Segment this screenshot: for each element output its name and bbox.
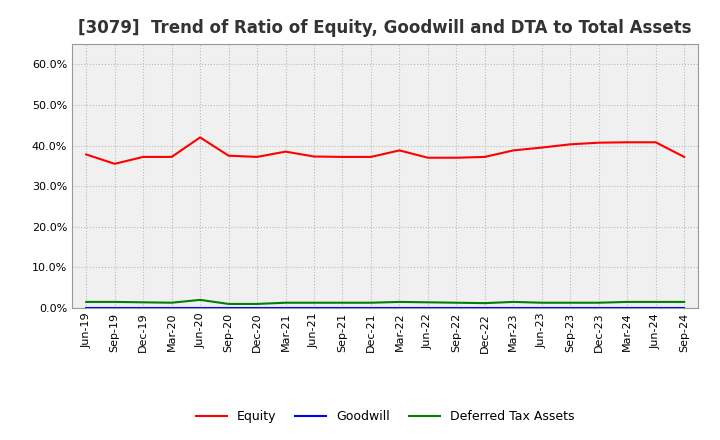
Goodwill — [423, 305, 432, 311]
Goodwill — [167, 305, 176, 311]
Equity — [509, 148, 518, 153]
Deferred Tax Assets — [537, 300, 546, 305]
Goodwill — [623, 305, 631, 311]
Equity — [338, 154, 347, 160]
Deferred Tax Assets — [282, 300, 290, 305]
Deferred Tax Assets — [196, 297, 204, 303]
Equity — [395, 148, 404, 153]
Equity — [282, 149, 290, 154]
Goodwill — [537, 305, 546, 311]
Goodwill — [452, 305, 461, 311]
Goodwill — [225, 305, 233, 311]
Deferred Tax Assets — [509, 299, 518, 304]
Equity — [225, 153, 233, 158]
Deferred Tax Assets — [338, 300, 347, 305]
Deferred Tax Assets — [595, 300, 603, 305]
Goodwill — [338, 305, 347, 311]
Equity — [110, 161, 119, 166]
Goodwill — [566, 305, 575, 311]
Deferred Tax Assets — [225, 301, 233, 307]
Goodwill — [480, 305, 489, 311]
Deferred Tax Assets — [480, 301, 489, 306]
Equity — [452, 155, 461, 160]
Deferred Tax Assets — [366, 300, 375, 305]
Goodwill — [253, 305, 261, 311]
Goodwill — [139, 305, 148, 311]
Goodwill — [595, 305, 603, 311]
Deferred Tax Assets — [253, 301, 261, 307]
Line: Equity: Equity — [86, 137, 684, 164]
Equity — [480, 154, 489, 160]
Goodwill — [652, 305, 660, 311]
Goodwill — [366, 305, 375, 311]
Deferred Tax Assets — [110, 299, 119, 304]
Equity — [595, 140, 603, 145]
Deferred Tax Assets — [167, 300, 176, 305]
Equity — [253, 154, 261, 160]
Deferred Tax Assets — [566, 300, 575, 305]
Deferred Tax Assets — [310, 300, 318, 305]
Equity — [366, 154, 375, 160]
Deferred Tax Assets — [395, 299, 404, 304]
Equity — [310, 154, 318, 159]
Equity — [167, 154, 176, 160]
Equity — [82, 152, 91, 157]
Deferred Tax Assets — [423, 300, 432, 305]
Equity — [652, 139, 660, 145]
Goodwill — [395, 305, 404, 311]
Title: [3079]  Trend of Ratio of Equity, Goodwill and DTA to Total Assets: [3079] Trend of Ratio of Equity, Goodwil… — [78, 19, 692, 37]
Equity — [423, 155, 432, 160]
Legend: Equity, Goodwill, Deferred Tax Assets: Equity, Goodwill, Deferred Tax Assets — [191, 406, 580, 429]
Deferred Tax Assets — [652, 299, 660, 304]
Equity — [566, 142, 575, 147]
Equity — [537, 145, 546, 150]
Goodwill — [310, 305, 318, 311]
Deferred Tax Assets — [139, 300, 148, 305]
Equity — [623, 139, 631, 145]
Deferred Tax Assets — [452, 300, 461, 305]
Equity — [196, 135, 204, 140]
Equity — [139, 154, 148, 160]
Goodwill — [282, 305, 290, 311]
Deferred Tax Assets — [82, 299, 91, 304]
Goodwill — [82, 305, 91, 311]
Equity — [680, 154, 688, 160]
Goodwill — [196, 305, 204, 311]
Goodwill — [680, 305, 688, 311]
Deferred Tax Assets — [680, 299, 688, 304]
Goodwill — [509, 305, 518, 311]
Deferred Tax Assets — [623, 299, 631, 304]
Goodwill — [110, 305, 119, 311]
Line: Deferred Tax Assets: Deferred Tax Assets — [86, 300, 684, 304]
